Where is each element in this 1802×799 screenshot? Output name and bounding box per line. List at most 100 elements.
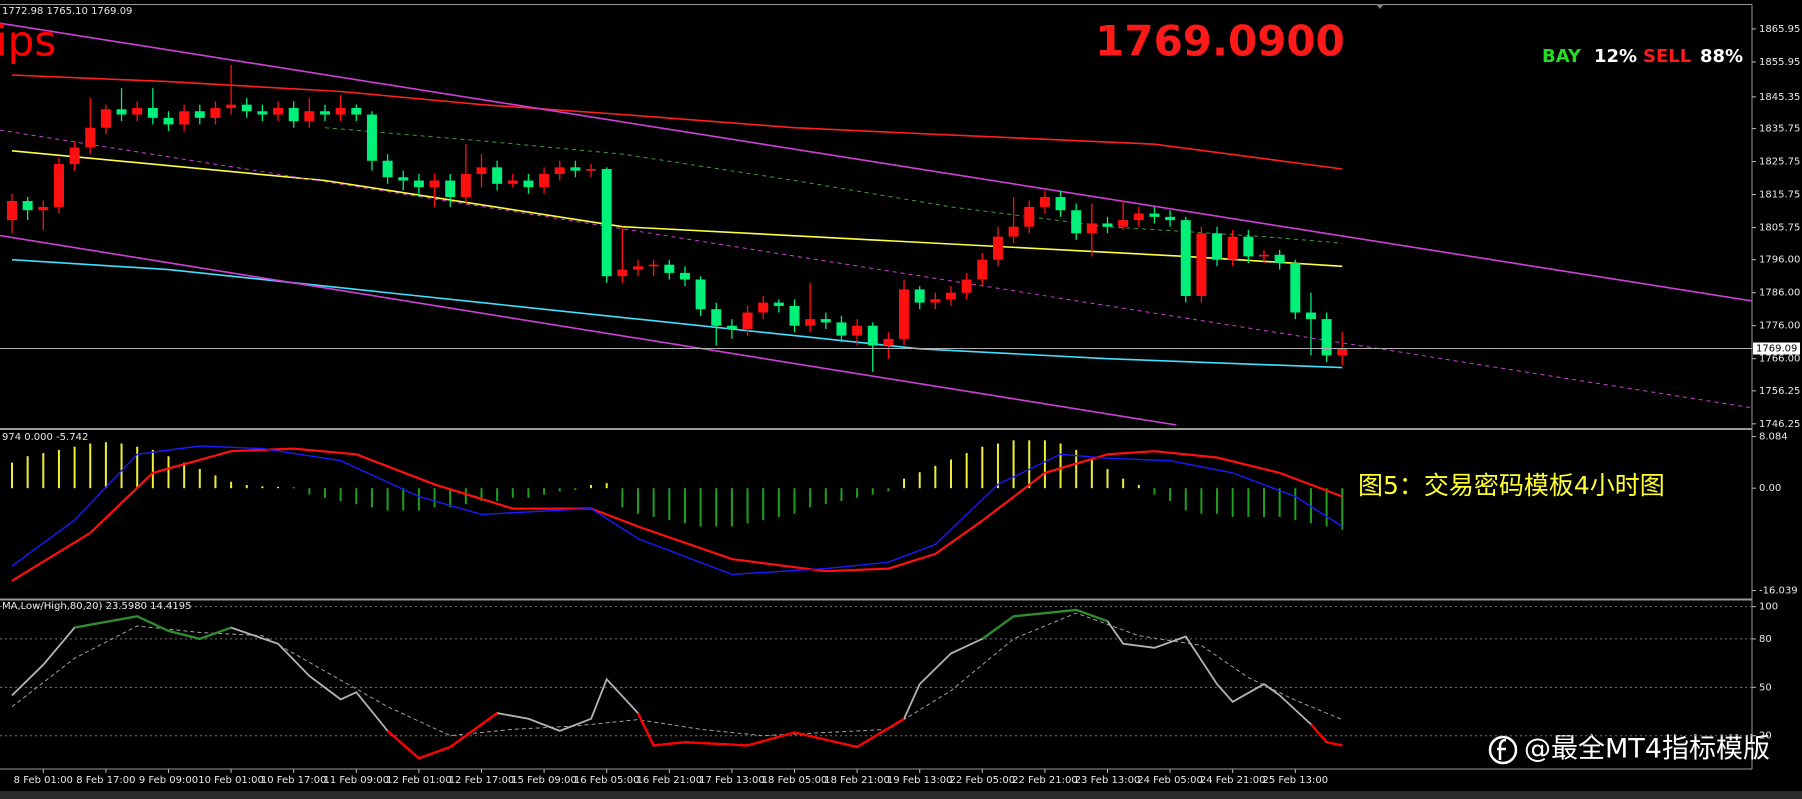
candle-body	[304, 111, 315, 122]
candle-body	[476, 167, 487, 174]
candle-body	[7, 200, 17, 221]
candle-body	[601, 168, 612, 277]
annotation: SELL	[1643, 46, 1691, 67]
candle-body	[210, 107, 221, 118]
candle-body	[147, 107, 158, 118]
panel-header: MA,Low/High,80,20) 23.5980 14.4195	[2, 601, 191, 612]
candle-body	[695, 279, 706, 310]
candle-body	[429, 180, 440, 188]
candle-body	[1321, 319, 1332, 356]
candle-body	[758, 302, 769, 313]
candle-body	[179, 111, 190, 125]
indicator-line	[11, 445, 1343, 576]
stochastic-zone	[386, 729, 420, 760]
y-tick-label: 1805.75	[1759, 223, 1800, 234]
candle-body	[805, 319, 816, 326]
watermark: @最全MT4指标模版	[1524, 734, 1770, 765]
candle-body	[1118, 220, 1129, 227]
x-tick-label: 10 Feb 17:00	[261, 775, 327, 786]
x-tick-label: 17 Feb 13:00	[699, 775, 765, 786]
x-tick-label: 24 Feb 05:00	[1137, 775, 1203, 786]
y-tick-label: 1776.00	[1759, 321, 1800, 332]
y-tick-label: -16.039	[1759, 586, 1798, 597]
overlay-line	[11, 74, 1343, 170]
y-tick-label: 0.00	[1759, 483, 1781, 494]
annotation: 12%	[1594, 46, 1637, 67]
candle-body	[1180, 220, 1191, 297]
overlay-line	[0, 22, 1752, 302]
y-tick-label: 1835.75	[1759, 124, 1800, 135]
candle-body	[1008, 226, 1019, 237]
last-price-label: 1769.09	[1756, 343, 1797, 354]
plot-area	[0, 22, 1752, 426]
candle-body	[320, 111, 330, 115]
stochastic-zone	[418, 745, 451, 760]
candle-body	[679, 272, 690, 280]
y-tick-label: 20	[1759, 731, 1772, 742]
candle-body	[413, 180, 424, 188]
candle-body	[992, 236, 1003, 260]
candle-body	[1149, 213, 1160, 217]
candle-body	[883, 338, 894, 346]
candle-body	[1212, 233, 1223, 260]
candle-body	[1024, 206, 1035, 227]
candle-body	[852, 325, 863, 336]
candle-body	[617, 269, 628, 277]
y-tick-label: 1825.75	[1759, 157, 1800, 168]
panel-header: 974 0.000 -5.742	[2, 432, 88, 443]
stochastic-zone	[747, 731, 795, 747]
candle-body	[773, 302, 784, 306]
y-tick-label: 80	[1759, 634, 1772, 645]
candle-body	[273, 107, 284, 115]
y-tick-label: 1746.25	[1759, 419, 1800, 430]
indicator-line	[11, 447, 1343, 582]
x-tick-label: 18 Feb 05:00	[762, 775, 828, 786]
x-tick-label: 10 Feb 01:00	[198, 775, 264, 786]
stochastic-zone	[136, 615, 170, 632]
candle-body	[69, 147, 80, 165]
candle-body	[257, 111, 268, 115]
x-tick-label: 8 Feb 17:00	[76, 775, 135, 786]
candle-body	[132, 107, 143, 115]
stochastic-zone	[794, 731, 858, 749]
overlay-line	[0, 234, 1177, 426]
x-tick-label: 22 Feb 05:00	[949, 775, 1015, 786]
candle-body	[163, 117, 174, 125]
x-tick-label: 15 Feb 09:00	[511, 775, 577, 786]
candle-body	[930, 299, 941, 303]
y-tick-label: 1845.35	[1759, 92, 1800, 103]
candle-body	[1227, 236, 1238, 260]
annotation: 1769.0900	[1095, 17, 1345, 66]
candle-body	[1243, 236, 1254, 257]
x-tick-label: 22 Feb 21:00	[1012, 775, 1078, 786]
x-tick-label: 25 Feb 13:00	[1262, 775, 1328, 786]
candle-body	[820, 319, 831, 323]
stochastic-zone	[1013, 608, 1077, 618]
watermark-logo	[1488, 735, 1518, 765]
candle-body	[1039, 197, 1050, 207]
candle-body	[445, 180, 456, 198]
y-tick-label: 1796.00	[1759, 255, 1800, 266]
candle-body	[711, 309, 722, 326]
candle-body	[867, 325, 878, 346]
tab-strip	[0, 791, 1802, 799]
x-tick-label: 12 Feb 17:00	[449, 775, 515, 786]
candle-body	[507, 180, 518, 184]
candle-body	[1290, 263, 1301, 313]
candle-body	[194, 111, 205, 118]
candle-body	[1055, 197, 1066, 211]
candle-body	[586, 168, 597, 171]
x-tick-label: 18 Feb 21:00	[824, 775, 890, 786]
candle-body	[977, 259, 988, 280]
stochastic-zone	[1075, 608, 1108, 623]
candle-body	[1133, 213, 1144, 221]
stochastic-zone	[168, 629, 201, 641]
candle-body	[539, 173, 550, 188]
candle-body	[554, 167, 565, 174]
candle-body	[38, 206, 49, 211]
candle-body	[22, 200, 33, 211]
stochastic-zone	[199, 626, 232, 641]
overlay-line	[324, 127, 1343, 244]
